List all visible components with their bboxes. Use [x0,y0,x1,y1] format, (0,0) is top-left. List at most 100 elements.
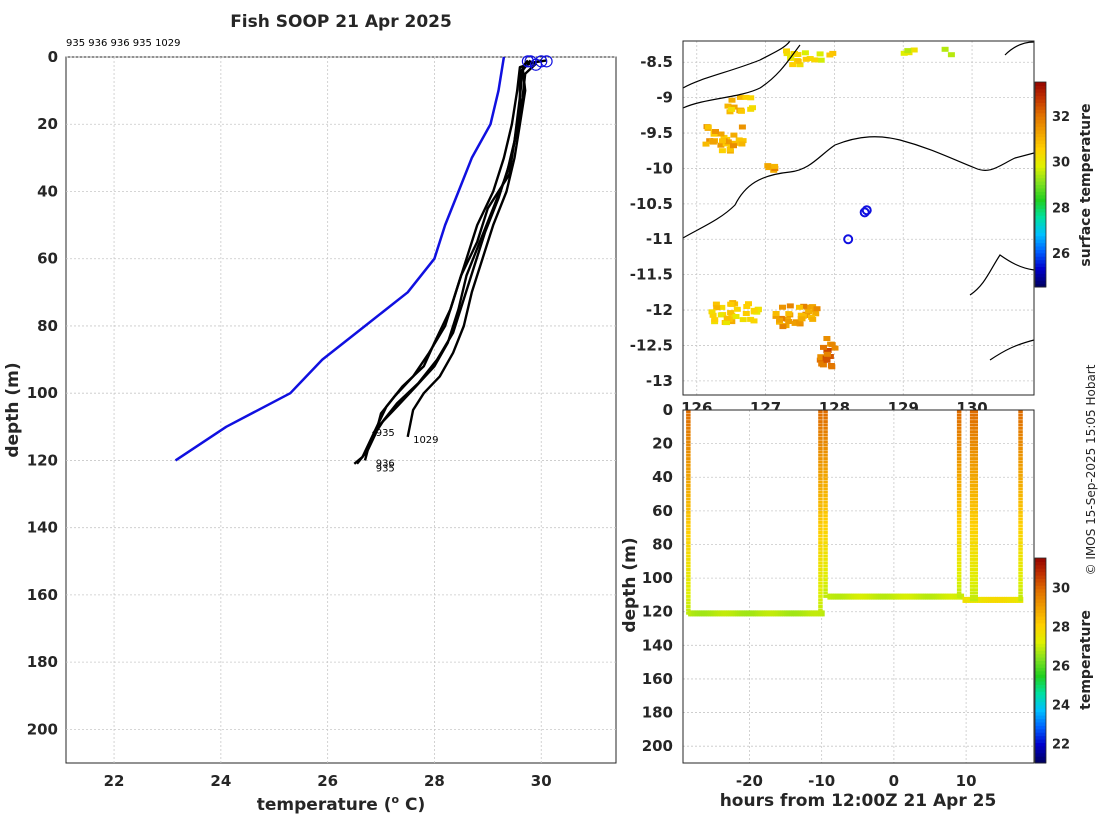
section-bottom-point [935,593,939,600]
section-cast-point [969,568,975,571]
section-cast-point [1018,490,1023,494]
profile-x-tick-label: 22 [104,772,125,790]
sst-pixel [730,143,737,149]
section-cast-point [969,574,975,578]
section-cast-point [686,547,691,551]
sst-pixel [737,108,745,114]
sst-colorbar-segment [1035,256,1046,261]
section-cast-point [823,514,828,518]
section-bottom-point [756,610,760,617]
sst-pixel [783,48,790,54]
sst-pixel [772,313,780,319]
section-cast-point [1018,547,1023,551]
section-cast-point [818,480,823,484]
section-cast-point [686,420,691,424]
sst-pixel [794,58,802,64]
sst-pixel [796,319,803,325]
map-grid [683,41,1034,395]
section-bottom-point [718,610,722,617]
sst-colorbar-segment [1035,119,1046,124]
sst-pixel [796,304,803,310]
section-cast-point [823,426,828,430]
section-cast-point [1018,500,1023,504]
section-cast-point [956,420,962,424]
temperature-colorbar-segment [1035,756,1046,761]
section-cast-point [686,453,691,457]
sst-pixel [824,351,831,357]
profile-x-tick-label: 24 [210,772,231,790]
section-bottom-point [727,610,731,617]
sst-colorbar-segment [1035,164,1046,168]
section-cast-point [686,413,691,417]
section-bottom-point [809,610,812,617]
section-cast-point [686,541,691,545]
section-bottom-point [919,593,923,600]
section-cast-point [1018,557,1023,561]
coastline-north-2 [682,44,801,109]
sst-pixel [904,48,912,54]
temperature-colorbar-segment [1035,629,1046,634]
section-bottom-point [879,593,883,600]
section-cast-point [973,507,978,511]
section-bottom-point [870,593,874,600]
section-cast-point [1018,423,1023,427]
section-bottom-point [747,610,751,617]
section-bottom-point [720,610,724,617]
section-cast-point [969,487,975,491]
section-cast-point [818,561,823,565]
sst-pixel [728,97,736,103]
sst-pixel [798,316,806,322]
section-bottom-point [967,596,971,603]
section-bottom-point [816,610,820,617]
section-bottom-point [869,593,872,600]
section-cast-point [823,524,828,528]
temperature-colorbar-segment [1035,660,1046,665]
section-cast-point [1018,430,1023,434]
sst-colorbar-segment [1035,228,1046,233]
section-cast-point [686,426,691,430]
map-lat-tick-label: -11.5 [630,266,673,284]
temperature-colorbar-segment [1035,636,1046,641]
section-bottom-point [801,610,805,617]
section-cast-point [818,457,823,461]
section-bottom-point [758,610,762,617]
section-cast-point [969,467,975,471]
section-bottom-point [861,593,865,600]
section-cast-point [818,601,823,605]
section-cast-point [1018,447,1023,450]
section-cast-point [956,410,962,413]
section-bottom-point [852,593,856,600]
sst-colorbar-segment [1035,194,1046,199]
temperature-colorbar-segment [1035,609,1046,614]
sst-colorbar-segment [1035,273,1046,278]
section-cast-point [686,480,691,484]
section-bottom-point [778,610,782,617]
section-bottom-point [840,593,844,600]
section-cast-point [823,568,828,571]
sst-pixel [718,148,726,154]
section-cast-point [686,490,691,494]
temperature-colorbar-frame [1034,557,1047,764]
section-cast-point [956,447,962,450]
sst-colorbar-tick-label: 32 [1052,110,1070,125]
section-bottom-point [834,593,838,600]
section-cast-point [686,430,691,434]
section-cast-point [818,568,823,571]
section-cast-point [969,547,975,551]
section-cast-point [818,423,823,427]
section-cast-point [1018,463,1023,467]
section-cast-point [1018,470,1023,474]
section-cast-point [973,594,978,598]
section-bottom-point [843,593,847,600]
section-cast-point [818,467,823,471]
section-bottom-point [850,593,854,600]
sst-pixel [823,336,831,341]
sst-pixel [831,345,839,351]
section-bottom-point [894,593,898,600]
profile-surface-marker [524,55,537,68]
section-cast-point [1018,480,1023,484]
section-cast-point [686,551,691,555]
section-bottom-point [791,610,794,617]
section-bottom-point [812,610,816,617]
section-cast-point [686,500,691,504]
